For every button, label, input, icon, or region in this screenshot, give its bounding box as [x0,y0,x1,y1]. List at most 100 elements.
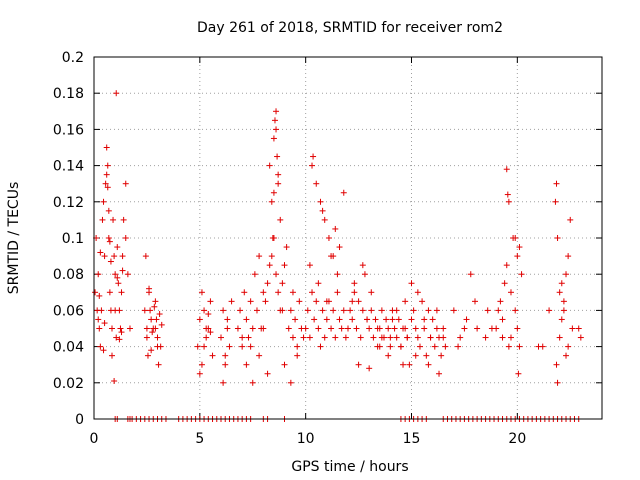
data-point [96,325,103,332]
data-point [507,289,514,296]
data-point [408,280,415,287]
data-point [260,325,267,332]
data-point [569,325,576,332]
y-axis-label: SRMTID / TECUs [6,182,22,295]
data-point [260,289,267,296]
data-point [148,347,155,354]
data-point [438,352,445,359]
x-tick-label: 0 [90,431,99,447]
data-point [317,198,324,205]
data-point [243,316,250,323]
data-point [393,334,400,341]
data-point [264,280,271,287]
data-point [207,298,214,305]
data-point [482,334,489,341]
data-point [97,249,104,256]
data-point [239,343,246,350]
data-point [338,325,345,332]
data-point [237,307,244,314]
data-point [319,207,326,214]
data-point [149,329,156,336]
y-tick-label: 0.16 [53,122,84,138]
data-point [372,316,379,323]
data-point [104,162,111,169]
data-point [558,316,565,323]
data-point [152,298,159,305]
data-point [279,307,286,314]
data-point [364,316,371,323]
data-point [309,162,316,169]
data-point [429,316,436,323]
data-point [558,280,565,287]
data-point [370,334,377,341]
data-point [95,316,102,323]
x-tick-label: 15 [403,431,421,447]
data-point [100,198,107,205]
data-point [393,307,400,314]
data-point [440,325,447,332]
data-point [243,361,250,368]
data-point [198,361,205,368]
data-point [505,198,512,205]
data-point [539,343,546,350]
data-point [389,316,396,323]
data-point [368,307,375,314]
data-point [499,316,506,323]
data-point [334,289,341,296]
data-point [336,316,343,323]
data-point [383,316,390,323]
data-point [152,325,159,332]
data-point [220,307,227,314]
data-point [222,352,229,359]
data-point [100,347,107,354]
data-point [156,311,163,318]
data-point [565,253,572,260]
data-point [306,262,313,269]
data-point [119,253,126,260]
data-point [515,370,522,377]
data-point [349,316,356,323]
data-point [207,329,214,336]
data-point [328,325,335,332]
data-point [117,325,124,332]
data-point [484,307,491,314]
x-tick-label: 20 [508,431,526,447]
data-point [249,325,256,332]
data-point [142,253,149,260]
data-point [512,235,519,241]
data-point [433,307,440,314]
data-point [124,271,131,278]
data-point [355,361,362,368]
data-point [512,307,519,314]
data-point [114,274,121,281]
data-point [385,325,392,332]
data-point [269,235,276,241]
data-point [302,325,309,332]
data-point [355,298,362,305]
data-point [112,271,119,278]
data-point [148,316,155,323]
data-point [114,244,121,251]
data-point [106,238,113,245]
data-point [419,298,426,305]
data-point [101,320,108,327]
data-point [560,298,567,305]
data-point [304,307,311,314]
y-tick-label: 0.14 [53,159,84,175]
data-point [253,307,260,314]
data-point [203,334,210,341]
data-point [111,253,118,260]
data-point [406,361,413,368]
chart-title: Day 261 of 2018, SRMTID for receiver rom… [197,20,503,36]
data-point [323,316,330,323]
data-point [294,352,301,359]
data-point [507,334,514,341]
data-point [268,198,275,205]
data-point [198,289,205,296]
data-point [239,334,246,341]
data-point [270,189,277,196]
data-point [108,325,115,332]
data-point [273,271,280,278]
data-point [313,180,320,187]
data-point [553,361,560,368]
